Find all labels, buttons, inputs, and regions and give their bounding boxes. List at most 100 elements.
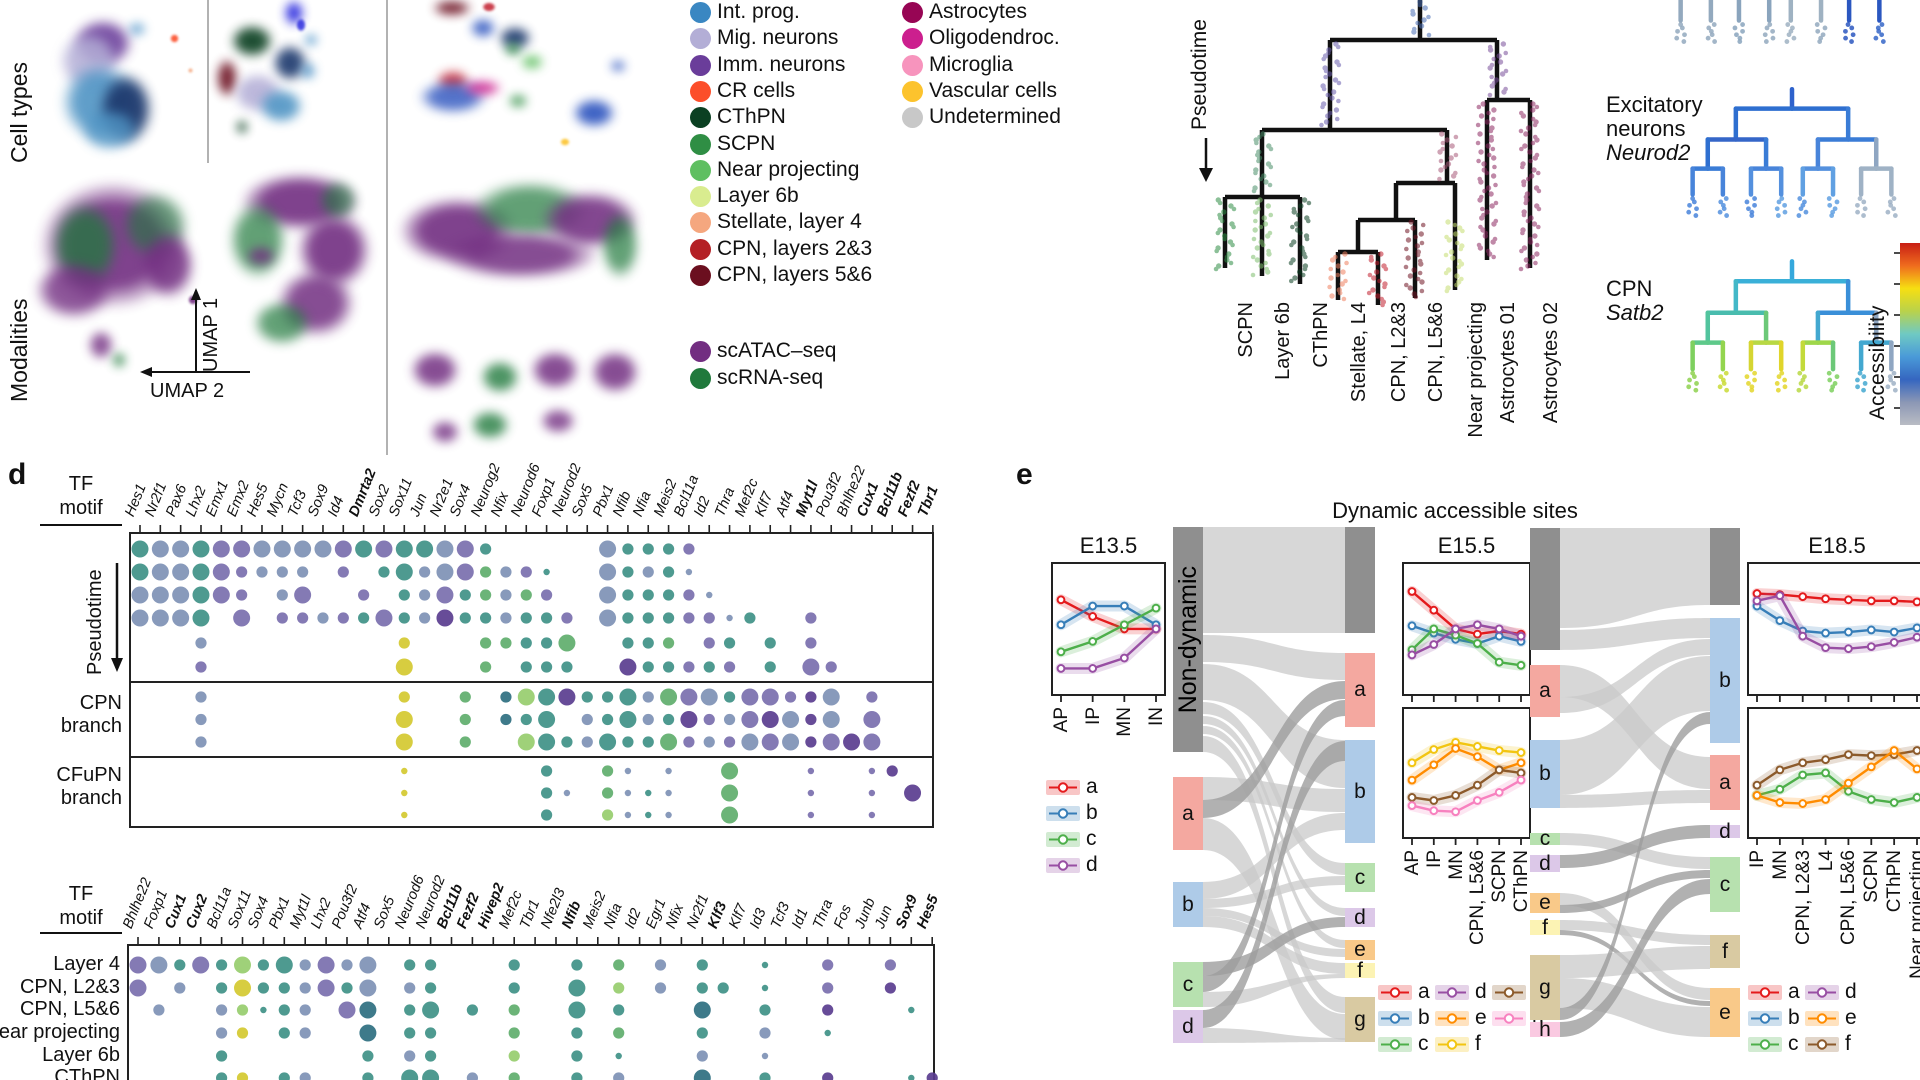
gene-label: Id1 [788, 906, 812, 931]
cpn-label: CPN [1606, 276, 1653, 301]
umap-cluster-modalities-2 [246, 246, 276, 266]
row-label-cell-types: Cell types [6, 62, 32, 163]
umap1-arrowhead-icon [191, 288, 201, 300]
line-chart-e15t [1402, 562, 1531, 702]
sankey-node-d: d [1710, 820, 1740, 843]
umap-cluster-modalities-3 [430, 420, 460, 444]
gene-label: Tcf3 [768, 900, 793, 931]
chart-cat-label: CThPN [1884, 850, 1906, 913]
accessibility-tree-1 [1686, 86, 1898, 218]
sankey-flow [1560, 618, 1710, 650]
legend-swatch-modality [690, 368, 711, 389]
pseudotime-tree-cells [1443, 219, 1465, 294]
sankey-flow [1560, 978, 1710, 1037]
panel-d-letter: d [8, 458, 27, 491]
umap-cluster-modalities-1 [34, 260, 114, 320]
accessibility-colorbar [1900, 243, 1920, 425]
tf-header2-line2: motif [59, 907, 103, 929]
legend-swatch-celltype [690, 159, 711, 181]
series-legend-marker [1805, 985, 1839, 1000]
sankey-flow [1560, 920, 1710, 945]
sankey-flow [1203, 681, 1345, 818]
umap-cluster-modalities-1 [140, 230, 196, 300]
legend-label-celltype: Undetermined [929, 105, 1061, 129]
series-legend-label: d [1475, 980, 1487, 1003]
sankey-flow [1203, 736, 1345, 1013]
legend-swatch-celltype [902, 54, 923, 76]
tf-header2-line1: TF [68, 883, 94, 905]
legend-swatch-celltype [690, 133, 711, 155]
sankey-node-f: f [1530, 916, 1560, 939]
chart-cat-label: MN [1114, 707, 1136, 737]
sankey-flow [1560, 790, 1710, 808]
umap-cluster-modalities-2 [228, 200, 288, 280]
legend-label-celltype: CPN, layers 5&6 [717, 263, 873, 286]
umap-cluster-modalities-2 [252, 300, 312, 346]
pseudotime-tree-cells [1403, 219, 1426, 300]
dotplot-row-label: Layer 4 [53, 953, 120, 975]
series-legend-label: b [1788, 1006, 1800, 1029]
legend-label-celltype: Vascular cells [929, 78, 1057, 102]
dotplot-row-label: CPN, L5&6 [19, 998, 120, 1020]
sankey-flow [1560, 528, 1710, 628]
sankey-flow [1203, 741, 1345, 1028]
legend-label-celltype: CR cells [717, 78, 796, 102]
umap-cluster-celltypes-3 [432, 0, 472, 16]
sankey-node-f: f [1710, 935, 1740, 968]
series-legend-label: e [1845, 1006, 1857, 1029]
sankey-node-h: h [1530, 1018, 1560, 1041]
sankey-node-d: d [1345, 906, 1375, 929]
umap-cluster-modalities-3 [530, 350, 580, 390]
series-legend-label: c [1788, 1032, 1799, 1055]
tree-leaf-label: CPN, L5&6 [1425, 302, 1447, 403]
legend-label-modality: scATAC–seq [717, 339, 837, 362]
tree-leaf-label: SCPN [1235, 302, 1257, 358]
gene-label: Id4 [325, 494, 348, 519]
gene-label: Id2 [621, 906, 645, 931]
series-legend-marker [1492, 1011, 1526, 1026]
umap-cluster-modalities-2 [318, 180, 358, 220]
sankey-node-c: c [1710, 857, 1740, 912]
sankey-flow [1560, 639, 1710, 713]
sankey-node-a: a [1530, 665, 1560, 717]
series-legend-label: d [1086, 853, 1098, 876]
umap-cluster-modalities-1 [112, 352, 126, 368]
legend-label-modality: scRNA-seq [717, 366, 824, 389]
legend-label-celltype: Oligodendroc. [929, 26, 1060, 50]
series-legend-marker [1046, 780, 1080, 795]
legend-swatch-celltype [902, 28, 923, 50]
series-legend-marker [1748, 1037, 1782, 1052]
pseudotime-tree-cells [1410, 0, 1432, 38]
dotplot-row-label: Near projecting [0, 1021, 120, 1043]
gene-label: Atf4 [772, 489, 798, 519]
sankey-node-g: g [1345, 997, 1375, 1042]
series-legend-label: b [1086, 801, 1098, 824]
umap-cluster-celltypes-3 [462, 80, 502, 96]
chart-cat-label: L4 [1815, 850, 1837, 872]
panel-e-letter: e [1016, 458, 1033, 491]
sankey-node-a: a [1345, 653, 1375, 727]
sankey-node-e: e [1710, 988, 1740, 1037]
dotplot-row-label: CPN, L2&3 [19, 976, 120, 998]
tf-header-underline-top [40, 524, 122, 526]
umap-cluster-celltypes-1 [128, 22, 146, 36]
legend-label-celltype: Near projecting [717, 157, 860, 181]
legend-label-celltype: Stellate, layer 4 [717, 210, 862, 234]
line-chart-e15b [1402, 707, 1531, 845]
umap-cluster-celltypes-2 [258, 88, 304, 124]
umap-cluster-modalities-3 [590, 350, 640, 394]
legend-label-celltype: CPN, layers 2&3 [717, 236, 873, 260]
series-legend-marker [1435, 985, 1469, 1000]
series-legend-label: c [1086, 827, 1097, 850]
sankey-node-c: c [1173, 962, 1203, 1007]
legend-label-celltype: Mig. neurons [717, 26, 839, 50]
accessibility-colorbar-label: Accessibility [1866, 305, 1889, 420]
pseudotime-tree-cells [1475, 101, 1499, 260]
line-chart-e13 [1051, 562, 1166, 702]
tree-leaf-label: CPN, L2&3 [1388, 302, 1410, 403]
legend-swatch-celltype [902, 80, 923, 102]
row-label-modalities: Modalities [6, 298, 32, 402]
legend-label-celltype: Imm. neurons [717, 52, 846, 76]
